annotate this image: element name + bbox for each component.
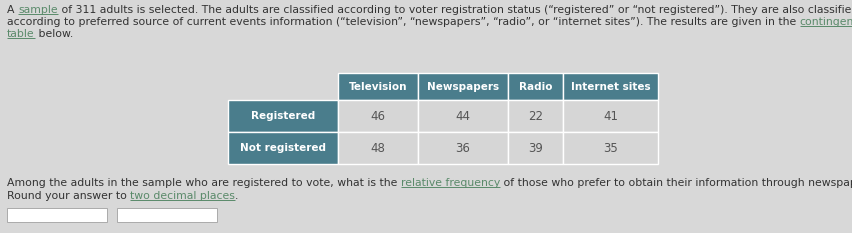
Bar [508,132,563,164]
Text: Among the adults in the sample who are registered to vote, what is the: Among the adults in the sample who are r… [7,178,401,188]
Text: Registered: Registered [250,111,315,121]
Bar [418,100,508,132]
Text: table: table [7,29,35,39]
Text: below.: below. [35,29,73,39]
Bar [563,73,658,100]
Bar [418,132,508,164]
Bar [338,73,418,100]
Text: 46: 46 [371,110,385,123]
Text: Internet sites: Internet sites [571,82,650,92]
Bar [338,100,418,132]
Bar [228,100,338,132]
Text: 44: 44 [456,110,470,123]
Text: Television: Television [348,82,407,92]
Text: according to preferred source of current events information (“television”, “news: according to preferred source of current… [7,17,800,27]
Bar [508,73,563,100]
Text: 35: 35 [603,141,618,154]
Bar [338,132,418,164]
Bar [563,132,658,164]
Text: 36: 36 [456,141,470,154]
Text: two decimal places: two decimal places [130,191,235,201]
Text: of those who prefer to obtain their information through newspapers?: of those who prefer to obtain their info… [500,178,852,188]
Text: relative frequency: relative frequency [401,178,500,188]
Text: contingency: contingency [800,17,852,27]
Text: 48: 48 [371,141,385,154]
Bar [563,100,658,132]
Text: Newspapers: Newspapers [427,82,499,92]
Text: 22: 22 [528,110,543,123]
Text: 41: 41 [603,110,618,123]
Bar [117,208,217,222]
Text: Radio: Radio [519,82,552,92]
Text: 39: 39 [528,141,543,154]
Text: Not registered: Not registered [240,143,326,153]
Text: sample: sample [18,5,58,15]
Text: A: A [7,5,18,15]
Bar [228,132,338,164]
Bar [418,73,508,100]
Text: .: . [235,191,239,201]
Bar [508,100,563,132]
Bar [7,208,107,222]
Text: Round your answer to: Round your answer to [7,191,130,201]
Text: of 311 adults is selected. The adults are classified according to voter registra: of 311 adults is selected. The adults ar… [58,5,852,15]
